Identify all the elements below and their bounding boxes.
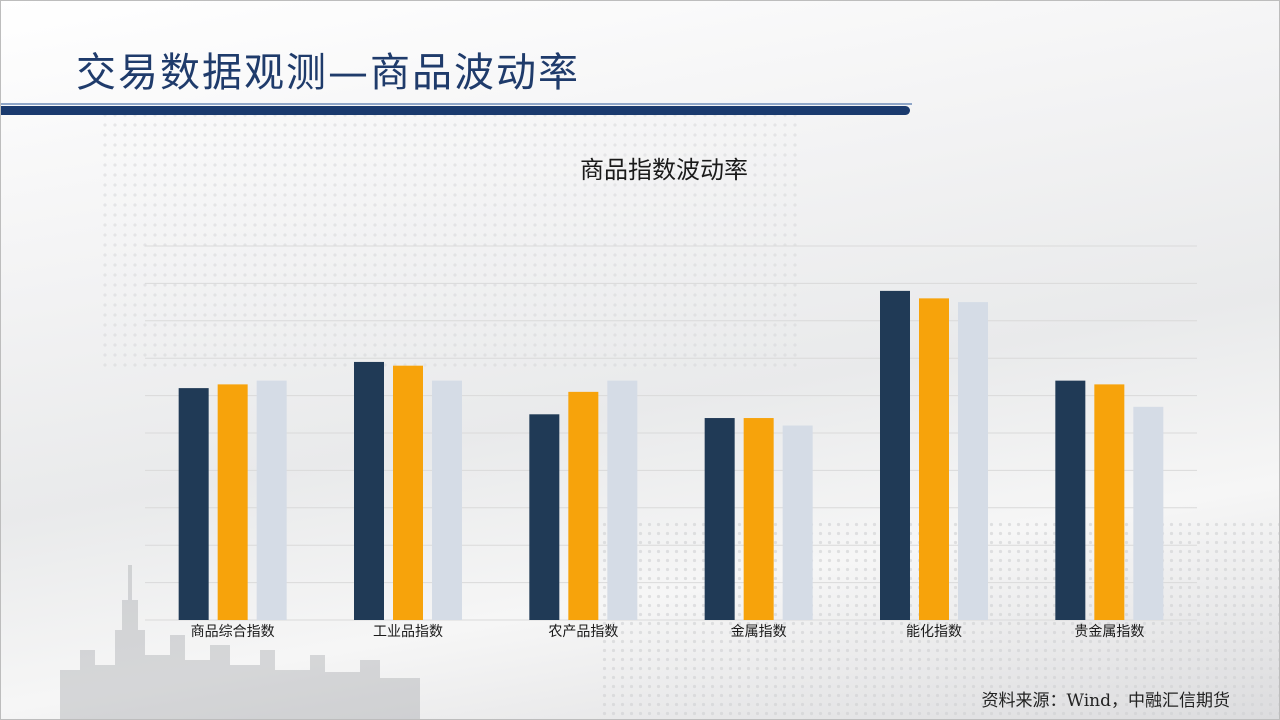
bar-能化指数-series-3 — [958, 302, 988, 620]
x-tick-label: 商品综合指数 — [191, 624, 275, 640]
background-world-map-dots — [100, 110, 800, 370]
bar-商品综合指数-series-1 — [178, 388, 209, 620]
header-bar — [0, 106, 910, 115]
bar-工业品指数-series-3 — [432, 380, 462, 620]
source-note: 资料来源：Wind，中融汇信期货 — [981, 691, 1230, 711]
bar-农产品指数-series-1 — [529, 414, 560, 620]
chart-title: 商品指数波动率 — [580, 156, 748, 184]
bar-贵金属指数-series-1 — [1055, 380, 1086, 620]
bar-能化指数-series-1 — [880, 290, 910, 620]
bar-贵金属指数-series-3 — [1133, 406, 1164, 620]
bar-贵金属指数-series-2 — [1094, 384, 1125, 620]
x-tick-label: 能化指数 — [906, 624, 962, 640]
bar-工业品指数-series-2 — [393, 365, 423, 620]
bar-农产品指数-series-2 — [568, 391, 599, 620]
background-skyline — [60, 565, 420, 720]
x-tick-label: 贵金属指数 — [1074, 624, 1144, 640]
bar-农产品指数-series-3 — [607, 380, 638, 620]
bar-金属指数-series-3 — [782, 425, 813, 620]
x-tick-label: 工业品指数 — [373, 624, 443, 640]
bar-商品综合指数-series-3 — [256, 380, 287, 620]
bar-金属指数-series-1 — [704, 418, 735, 620]
header-accent-line — [0, 103, 912, 105]
x-tick-label: 农产品指数 — [548, 624, 618, 640]
page-title: 交易数据观测—商品波动率 — [76, 50, 580, 96]
bar-金属指数-series-2 — [743, 418, 774, 620]
bar-商品综合指数-series-2 — [217, 384, 248, 620]
bar-能化指数-series-2 — [919, 298, 949, 620]
bar-工业品指数-series-1 — [354, 361, 384, 620]
x-tick-label: 金属指数 — [731, 624, 787, 640]
